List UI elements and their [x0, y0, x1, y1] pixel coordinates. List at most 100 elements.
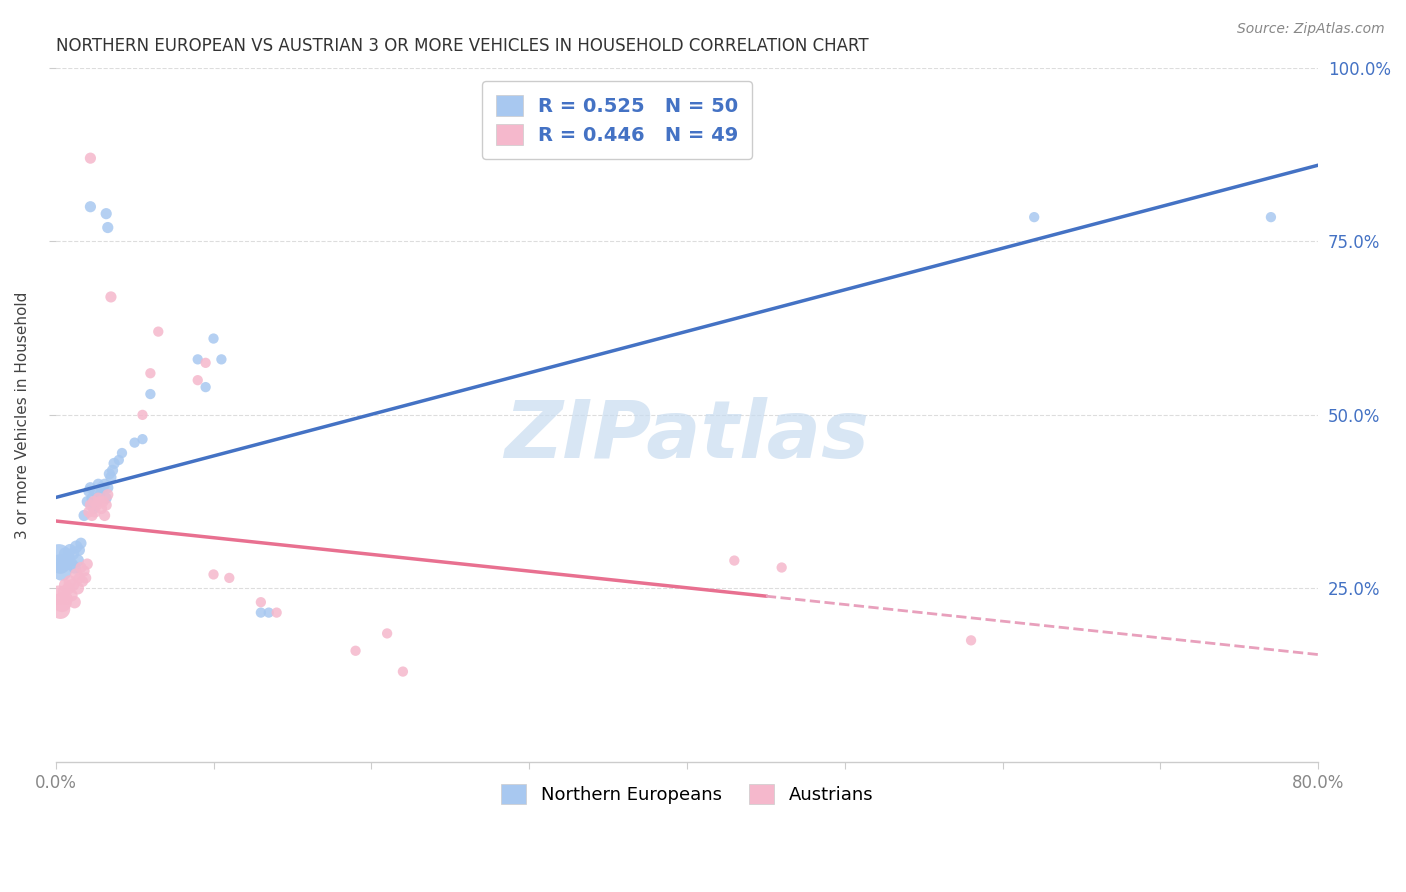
Point — [49, 602, 72, 616]
Point — [48, 588, 70, 602]
Point — [93, 508, 115, 523]
Point — [96, 207, 118, 221]
Point — [250, 595, 273, 609]
Point — [1260, 210, 1282, 224]
Point — [59, 574, 82, 589]
Point — [131, 408, 153, 422]
Point — [53, 578, 76, 592]
Point — [101, 463, 124, 477]
Point — [49, 557, 72, 571]
Point — [76, 557, 98, 571]
Point — [187, 352, 209, 367]
Point — [90, 481, 112, 495]
Point — [111, 446, 134, 460]
Point — [108, 453, 131, 467]
Point — [86, 494, 108, 508]
Point — [84, 505, 107, 519]
Text: NORTHERN EUROPEAN VS AUSTRIAN 3 OR MORE VEHICLES IN HOUSEHOLD CORRELATION CHART: NORTHERN EUROPEAN VS AUSTRIAN 3 OR MORE … — [56, 37, 869, 55]
Point — [60, 557, 83, 571]
Point — [52, 553, 75, 567]
Point — [75, 571, 97, 585]
Y-axis label: 3 or more Vehicles in Household: 3 or more Vehicles in Household — [15, 291, 30, 539]
Point — [72, 574, 94, 589]
Point — [91, 481, 114, 495]
Point — [76, 494, 98, 508]
Point — [89, 494, 111, 508]
Point — [960, 633, 983, 648]
Point — [70, 560, 93, 574]
Point — [51, 564, 73, 578]
Point — [93, 477, 115, 491]
Point — [124, 435, 146, 450]
Point — [257, 606, 280, 620]
Point — [139, 366, 162, 380]
Point — [97, 220, 120, 235]
Point — [77, 484, 100, 499]
Point — [65, 540, 87, 554]
Point — [202, 567, 225, 582]
Point — [80, 508, 103, 523]
Point — [84, 484, 107, 499]
Point — [91, 494, 114, 508]
Point — [48, 550, 70, 565]
Point — [194, 380, 217, 394]
Point — [58, 582, 80, 596]
Point — [89, 488, 111, 502]
Point — [392, 665, 415, 679]
Point — [375, 626, 398, 640]
Point — [723, 553, 745, 567]
Point — [344, 644, 367, 658]
Point — [83, 494, 105, 508]
Point — [55, 591, 77, 606]
Point — [103, 457, 125, 471]
Point — [51, 595, 73, 609]
Point — [63, 560, 86, 574]
Point — [770, 560, 793, 574]
Point — [187, 373, 209, 387]
Point — [96, 491, 118, 505]
Point — [66, 582, 89, 596]
Point — [98, 467, 121, 481]
Point — [194, 356, 217, 370]
Point — [131, 432, 153, 446]
Text: ZIPatlas: ZIPatlas — [505, 397, 869, 475]
Point — [1024, 210, 1046, 224]
Point — [52, 584, 75, 599]
Point — [73, 564, 96, 578]
Point — [218, 571, 240, 585]
Legend: Northern Europeans, Austrians: Northern Europeans, Austrians — [491, 773, 884, 815]
Point — [87, 491, 110, 505]
Point — [67, 571, 90, 585]
Point — [79, 151, 101, 165]
Point — [62, 547, 84, 561]
Point — [90, 501, 112, 516]
Point — [79, 200, 101, 214]
Point — [86, 498, 108, 512]
Point — [80, 491, 103, 505]
Point — [60, 588, 83, 602]
Point — [83, 501, 105, 516]
Point — [63, 595, 86, 609]
Point — [58, 550, 80, 565]
Point — [96, 498, 118, 512]
Point — [79, 498, 101, 512]
Point — [202, 332, 225, 346]
Point — [266, 606, 288, 620]
Point — [97, 481, 120, 495]
Point — [148, 325, 170, 339]
Point — [62, 578, 84, 592]
Point — [79, 481, 101, 495]
Point — [209, 352, 232, 367]
Point — [67, 543, 90, 558]
Point — [70, 536, 93, 550]
Point — [77, 505, 100, 519]
Point — [87, 477, 110, 491]
Point — [100, 470, 122, 484]
Point — [139, 387, 162, 401]
Point — [73, 508, 96, 523]
Point — [65, 567, 87, 582]
Point — [55, 557, 77, 571]
Point — [100, 290, 122, 304]
Point — [97, 488, 120, 502]
Point — [250, 606, 273, 620]
